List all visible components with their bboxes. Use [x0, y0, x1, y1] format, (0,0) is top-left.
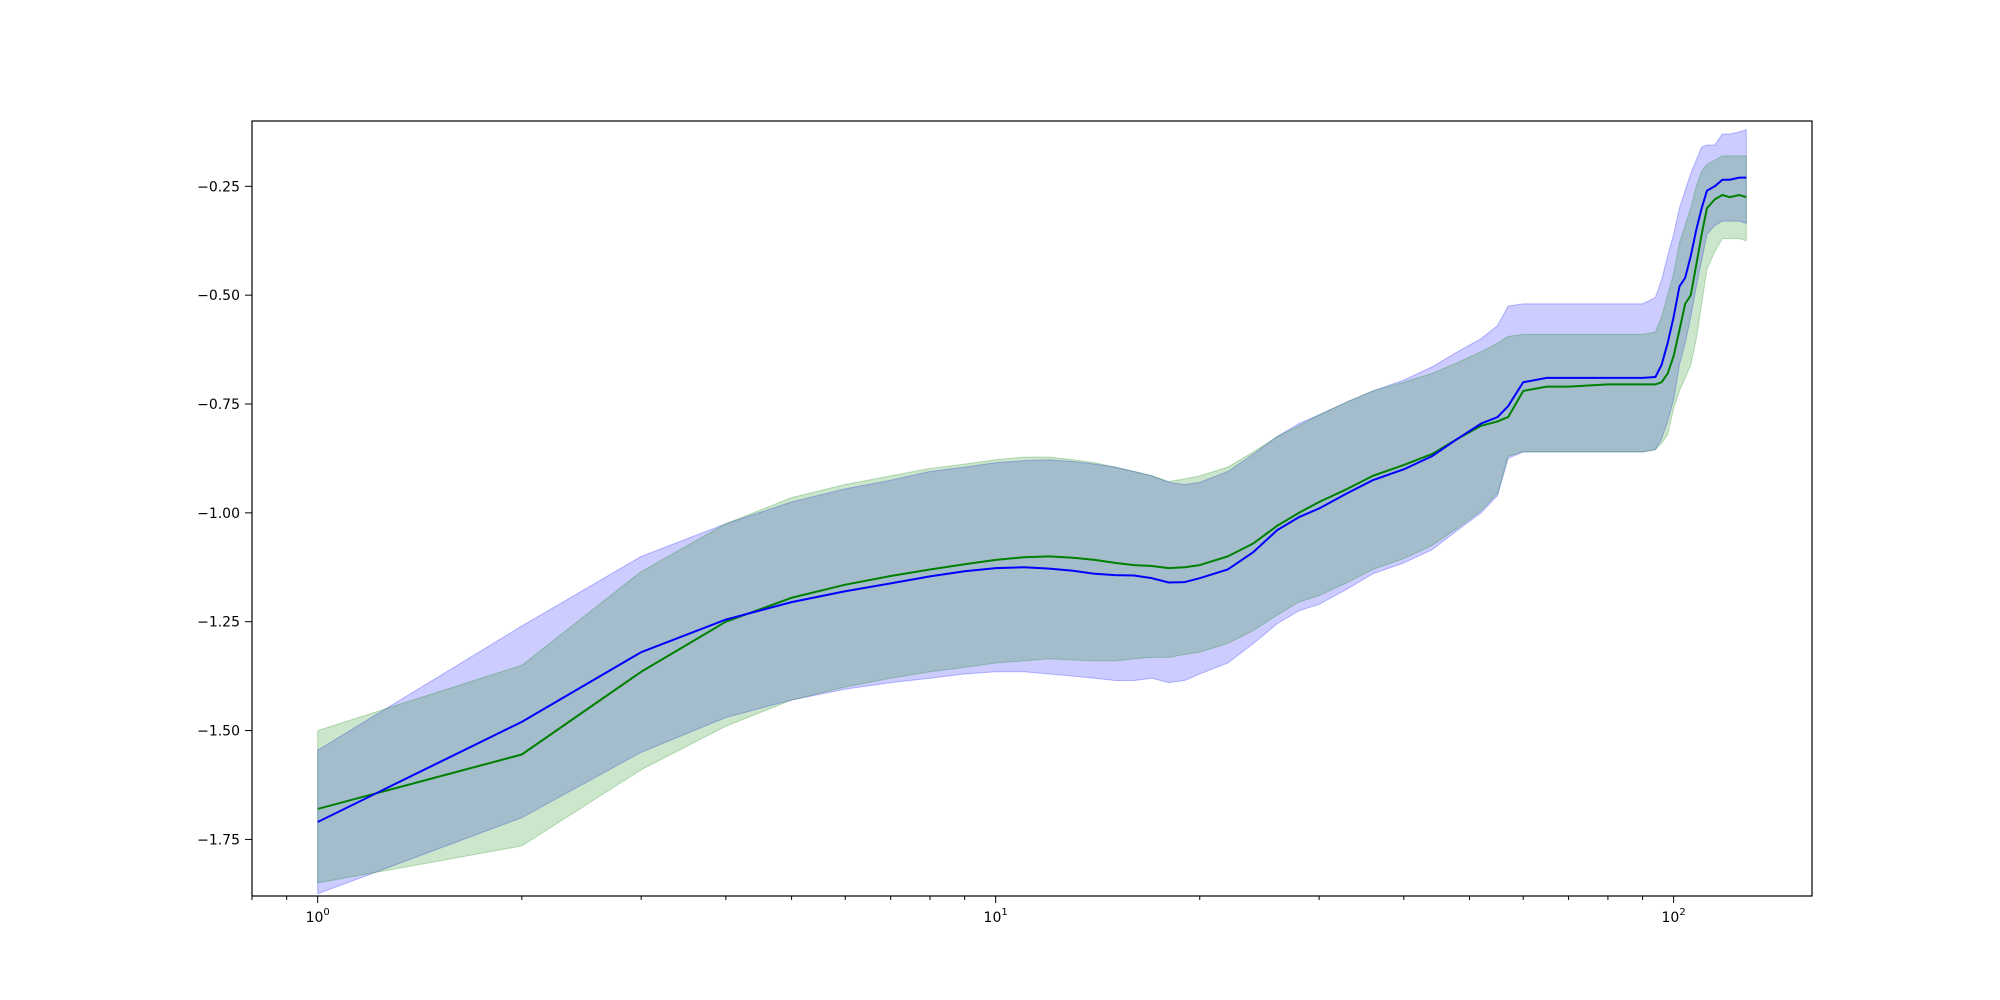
series-0-line: [317, 176, 1747, 823]
x-tick-exponent: 1: [1001, 907, 1007, 918]
series-1-band: [317, 155, 1747, 884]
y-tick-label: −0.25: [197, 179, 240, 195]
y-tick-label: −0.50: [197, 288, 240, 304]
y-axis: −0.25 −0.50 −0.75 −1.00 −1.25 −1.50 −1.75: [197, 179, 252, 848]
x-tick-label: 101: [984, 907, 1008, 926]
y-tick-label: −1.75: [197, 832, 240, 848]
confidence-bands: [317, 129, 1747, 895]
x-tick-label: 100: [306, 907, 330, 926]
x-axis: 100 101 102: [251, 896, 1686, 926]
x-tick-exponent: 2: [1679, 907, 1685, 918]
x-tick-label: 102: [1662, 907, 1686, 926]
plot-frame: [251, 120, 1813, 897]
x-tick-base: 10: [306, 910, 324, 926]
series-lines: [317, 176, 1747, 823]
x-tick-exponent: 0: [323, 907, 329, 918]
y-tick-label: −1.00: [197, 506, 240, 522]
series-0-band: [317, 129, 1747, 895]
series-1-line: [317, 194, 1747, 810]
x-tick-base: 10: [984, 910, 1002, 926]
y-tick-label: −1.50: [197, 724, 240, 740]
y-tick-label: −1.25: [197, 615, 240, 631]
x-tick-base: 10: [1662, 910, 1680, 926]
y-tick-label: −0.75: [197, 397, 240, 413]
